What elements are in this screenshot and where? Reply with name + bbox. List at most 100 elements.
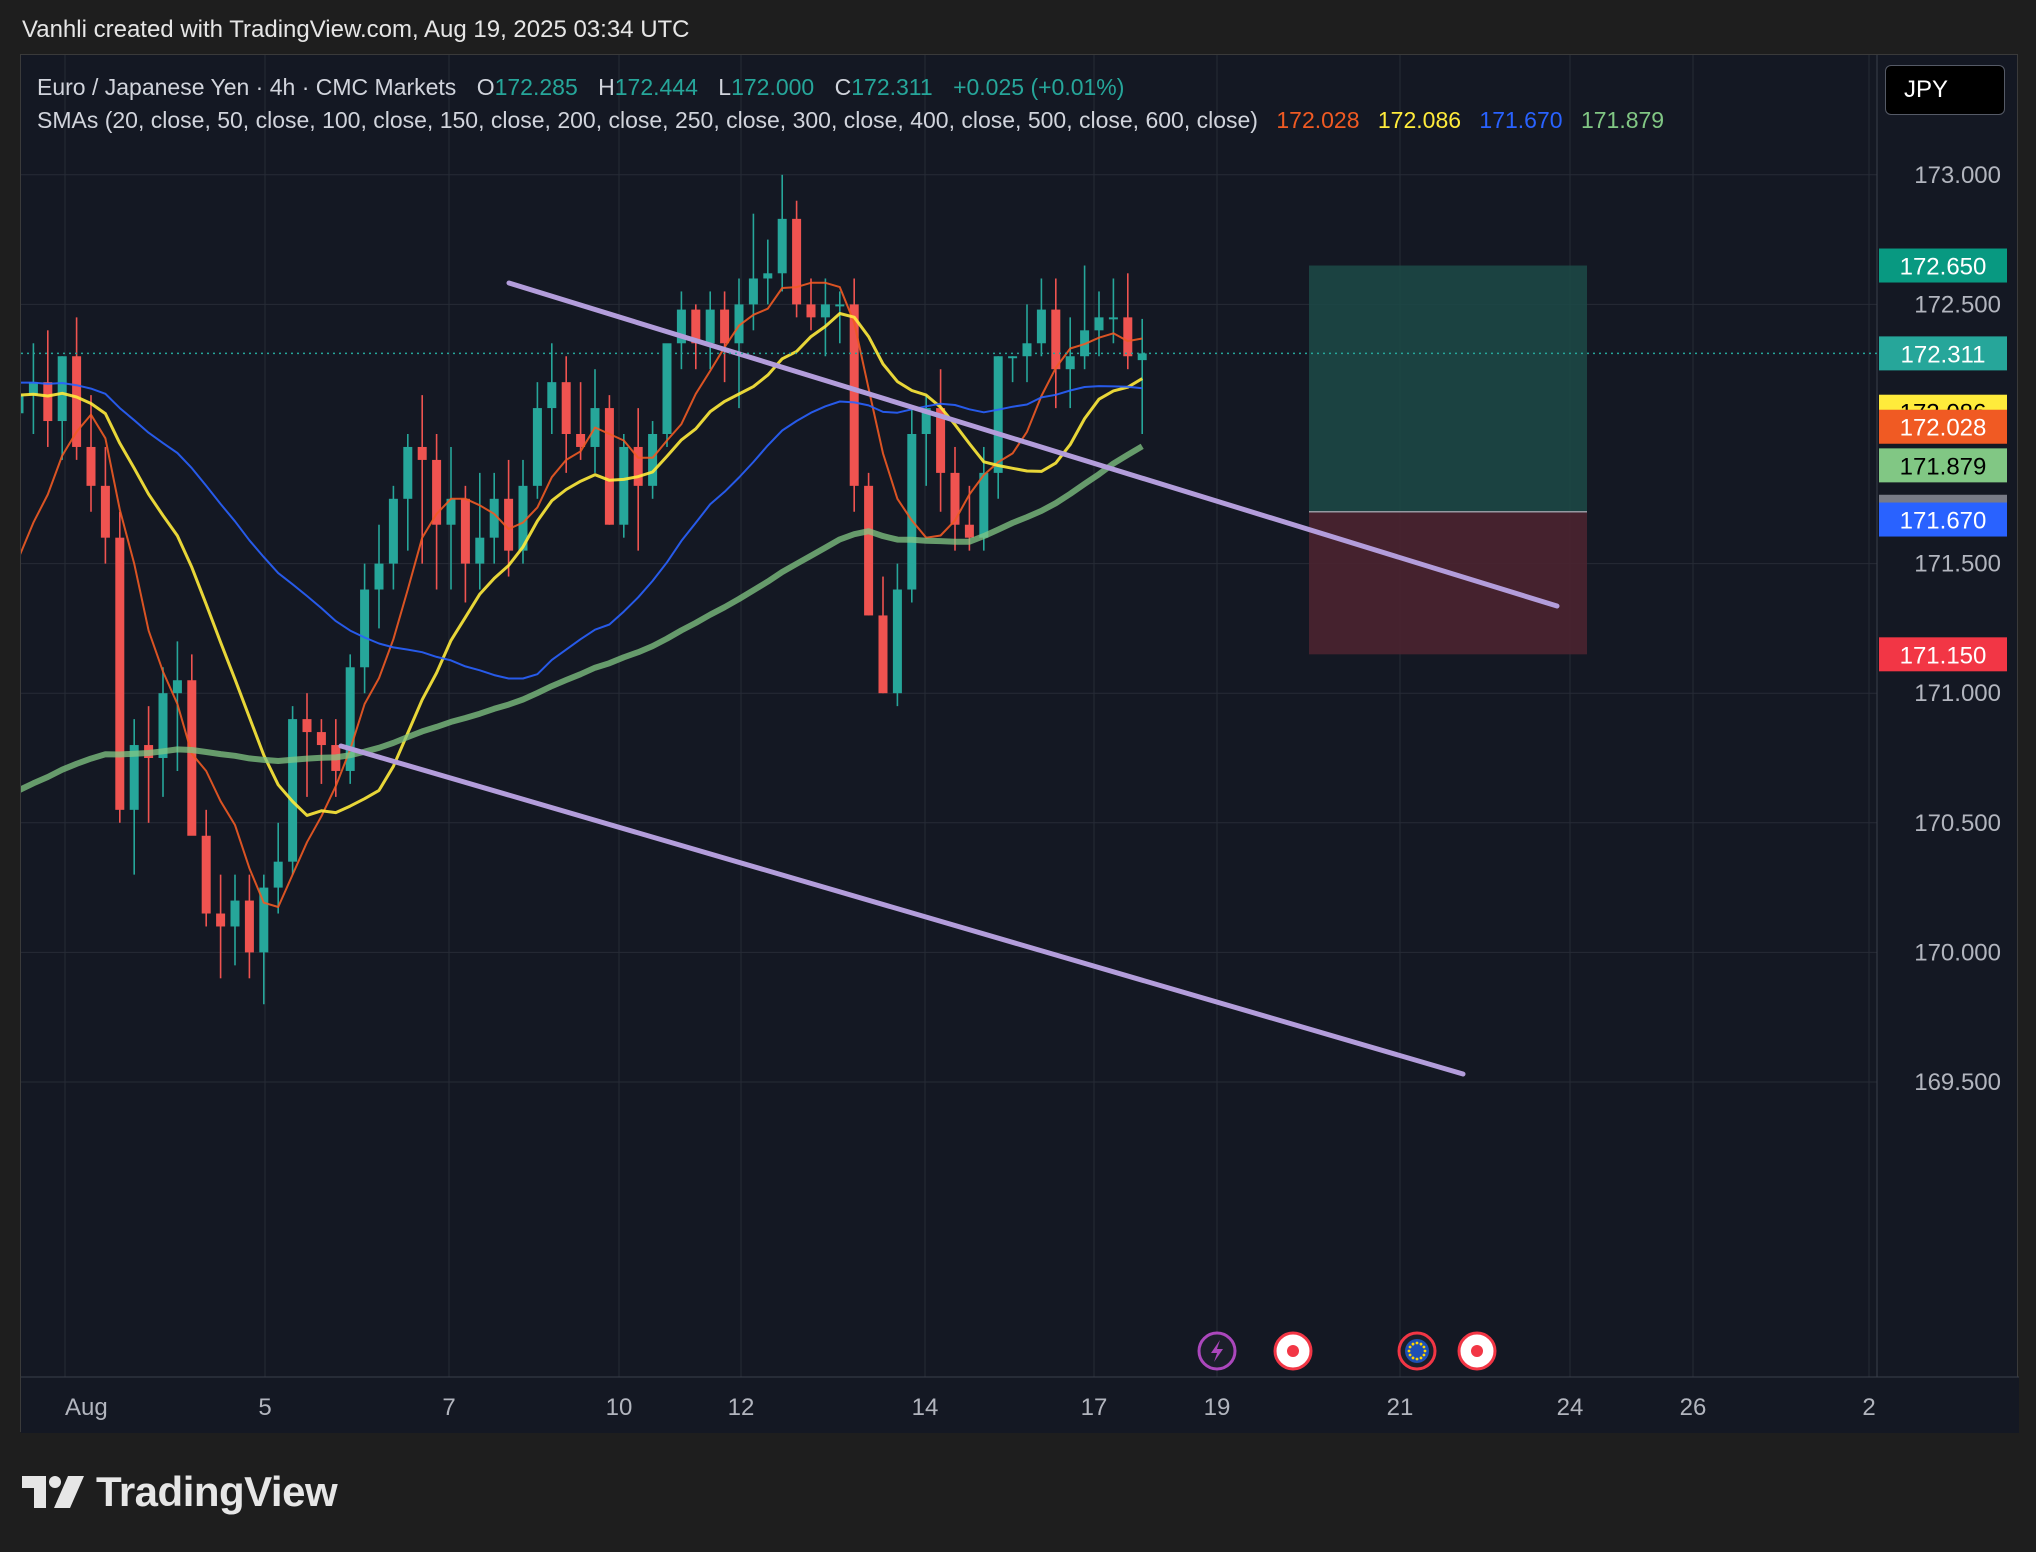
take-profit-zone[interactable] — [1309, 265, 1587, 512]
candle-body[interactable] — [864, 485, 874, 616]
candle-body[interactable] — [979, 472, 989, 538]
candle-body[interactable] — [849, 304, 859, 486]
candle-body[interactable] — [432, 459, 442, 525]
candle-body[interactable] — [374, 563, 384, 590]
candle-body[interactable] — [72, 356, 82, 447]
candle-body[interactable] — [892, 589, 902, 694]
candle-body[interactable] — [1036, 309, 1046, 344]
candle-body[interactable] — [576, 434, 586, 447]
candle-body[interactable] — [172, 680, 182, 694]
candle-body[interactable] — [532, 408, 542, 486]
candle-body[interactable] — [288, 719, 298, 862]
candle-body[interactable] — [388, 498, 398, 564]
sma-line[interactable] — [21, 443, 1144, 793]
price-badge-label: 171.670 — [1900, 508, 1987, 535]
candle-body[interactable] — [460, 498, 470, 564]
candle-body[interactable] — [86, 446, 96, 486]
candle-body[interactable] — [21, 395, 24, 414]
candle-body[interactable] — [907, 434, 917, 590]
candle-body[interactable] — [216, 913, 226, 927]
legend-sma-value: 171.879 — [1580, 107, 1665, 133]
candle-body[interactable] — [806, 304, 816, 318]
candle-body[interactable] — [964, 524, 974, 538]
eu-flag-star — [1408, 1345, 1412, 1349]
candle-body[interactable] — [417, 446, 427, 460]
y-axis-tick-label: 172.500 — [1914, 291, 2001, 318]
candle-body[interactable] — [115, 537, 125, 810]
candle-body[interactable] — [1094, 317, 1104, 331]
candle-body[interactable] — [705, 309, 715, 344]
chart-canvas[interactable]: 174.000173.500173.000172.500171.500171.0… — [21, 55, 2019, 1433]
candle-body[interactable] — [316, 732, 326, 746]
candle-body[interactable] — [201, 835, 211, 914]
candle-body[interactable] — [734, 304, 744, 344]
candle-body[interactable] — [936, 408, 946, 473]
sma-line[interactable] — [21, 381, 1143, 680]
candle-body[interactable] — [360, 589, 370, 668]
candle-body[interactable] — [43, 382, 53, 422]
legend-close-value: 172.311 — [851, 74, 933, 100]
legend-symbol-row: Euro / Japanese Yen · 4h · CMC Markets O… — [37, 71, 1664, 104]
candle-body[interactable] — [633, 446, 643, 486]
stop-loss-zone[interactable] — [1309, 511, 1587, 655]
candle-body[interactable] — [676, 309, 686, 344]
candle-body[interactable] — [878, 615, 888, 694]
candle-body[interactable] — [648, 434, 658, 486]
candle-body[interactable] — [547, 382, 557, 409]
candle-body[interactable] — [187, 680, 197, 836]
candle-body[interactable] — [792, 218, 802, 305]
candle-body[interactable] — [489, 498, 499, 538]
candle-body[interactable] — [820, 304, 830, 318]
candle-body[interactable] — [244, 900, 254, 953]
candle-body[interactable] — [1108, 317, 1118, 320]
candle-body[interactable] — [302, 719, 312, 733]
candle-body[interactable] — [748, 278, 758, 305]
candle-body[interactable] — [129, 745, 139, 810]
candle-body[interactable] — [273, 861, 283, 888]
candle-body[interactable] — [28, 382, 38, 396]
legend-symbol[interactable]: Euro / Japanese Yen · 4h · CMC Markets — [37, 74, 457, 100]
candle-body[interactable] — [561, 382, 571, 434]
legend-sma-label[interactable]: SMAs (20, close, 50, close, 100, close, … — [37, 107, 1258, 133]
candle-body[interactable] — [619, 446, 629, 525]
currency-button[interactable]: JPY — [1885, 65, 2005, 115]
candle-body[interactable] — [1051, 309, 1061, 370]
candle-body[interactable] — [100, 485, 110, 538]
candle-body[interactable] — [921, 408, 931, 434]
candle-body[interactable] — [475, 537, 485, 564]
candle-body[interactable] — [1008, 356, 1018, 359]
candle-body[interactable] — [504, 498, 514, 551]
lower-trendline[interactable] — [338, 743, 1466, 1077]
candle-body[interactable] — [1065, 356, 1075, 370]
candle-body[interactable] — [993, 356, 1003, 473]
upper-trendline[interactable] — [506, 280, 1560, 609]
candle-body[interactable] — [662, 343, 672, 434]
candle-body[interactable] — [259, 887, 269, 953]
candle-body[interactable] — [691, 309, 701, 344]
candle-body[interactable] — [1123, 317, 1133, 357]
candle-body[interactable] — [158, 693, 168, 758]
candle-body[interactable] — [835, 304, 845, 307]
candle-body[interactable] — [446, 498, 456, 525]
plot-area[interactable] — [21, 55, 1877, 1377]
candle-body[interactable] — [720, 309, 730, 344]
candle-body[interactable] — [1022, 343, 1032, 357]
chart-frame[interactable]: 174.000173.500173.000172.500171.500171.0… — [20, 54, 2019, 1433]
time-axis[interactable] — [21, 1377, 2019, 1433]
candle-body[interactable] — [403, 446, 413, 499]
candle-body[interactable] — [57, 356, 67, 422]
candle-body[interactable] — [1137, 353, 1147, 361]
legend-high-key: H — [598, 74, 615, 100]
price-badge-label: 172.650 — [1900, 254, 1987, 281]
candle-body[interactable] — [950, 472, 960, 525]
y-axis-tick-label: 171.000 — [1914, 680, 2001, 707]
sma-line[interactable] — [21, 281, 1143, 908]
candle-body[interactable] — [518, 485, 528, 551]
sma-line[interactable] — [21, 312, 1143, 817]
candle-body[interactable] — [777, 218, 787, 274]
candle-body[interactable] — [763, 273, 773, 279]
candle-body[interactable] — [345, 667, 355, 771]
candle-body[interactable] — [604, 408, 614, 525]
tradingview-logo-icon — [22, 1476, 84, 1508]
candle-body[interactable] — [230, 900, 240, 927]
